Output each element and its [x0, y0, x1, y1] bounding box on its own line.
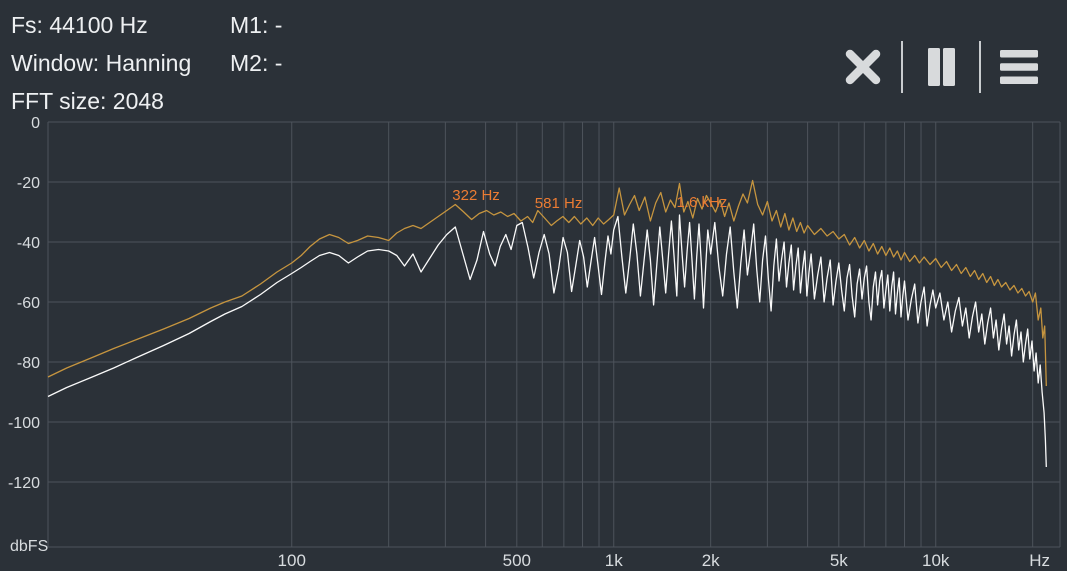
peak-label: 1.6 kHz: [676, 194, 727, 211]
toolbar-divider: [901, 41, 903, 93]
x-tick-label: 10k: [922, 551, 950, 570]
x-axis-unit-label: Hz: [1029, 551, 1050, 570]
x-tick-label: 500: [503, 551, 531, 570]
trace-live: [47, 214, 1047, 468]
toolbar-divider: [979, 41, 981, 93]
y-tick-label: -100: [8, 415, 40, 432]
menu-icon: [1000, 50, 1038, 84]
close-icon: [845, 49, 881, 85]
y-axis-unit-label: dbFS: [10, 538, 48, 555]
y-tick-label: -40: [17, 235, 40, 252]
sample-rate-label: Fs: 44100 Hz: [11, 12, 148, 38]
close-button[interactable]: [843, 47, 883, 87]
fft-size-label: FFT size: 2048: [11, 88, 164, 114]
x-tick-label: 2k: [702, 551, 720, 570]
marker-readouts: M1: - M2: -: [230, 6, 282, 82]
window-function-label: Window: Hanning: [11, 50, 192, 76]
header: Fs: 44100 Hz Window: Hanning FFT size: 2…: [0, 0, 1067, 114]
traces: [47, 179, 1047, 468]
y-tick-label: 0: [31, 115, 40, 132]
x-tick-label: 5k: [830, 551, 848, 570]
grid: [47, 121, 1061, 548]
pause-icon: [928, 48, 955, 86]
y-tick-label: -80: [17, 355, 40, 372]
peak-label: 581 Hz: [535, 195, 583, 212]
peak-label: 322 Hz: [452, 187, 500, 204]
menu-button[interactable]: [999, 47, 1039, 87]
analyzer-settings: Fs: 44100 Hz Window: Hanning FFT size: 2…: [11, 6, 191, 120]
axis-labels: 0 -20 -40 -60 -80 -100 -120 100 500 1k 2k 5k 10k Hz db…: [8, 115, 1050, 570]
y-tick-label: -60: [17, 295, 40, 312]
x-tick-label: 100: [278, 551, 306, 570]
y-tick-label: -20: [17, 175, 40, 192]
peak-annotations: 322 Hz 581 Hz 1.6 kHz: [452, 187, 727, 212]
trace-average: [47, 179, 1047, 387]
toolbar: [843, 40, 1039, 94]
y-tick-label: -120: [8, 475, 40, 492]
marker1-label: M1: -: [230, 12, 283, 38]
marker2-label: M2: -: [230, 50, 283, 76]
x-tick-label: 1k: [605, 551, 623, 570]
pause-button[interactable]: [921, 47, 961, 87]
